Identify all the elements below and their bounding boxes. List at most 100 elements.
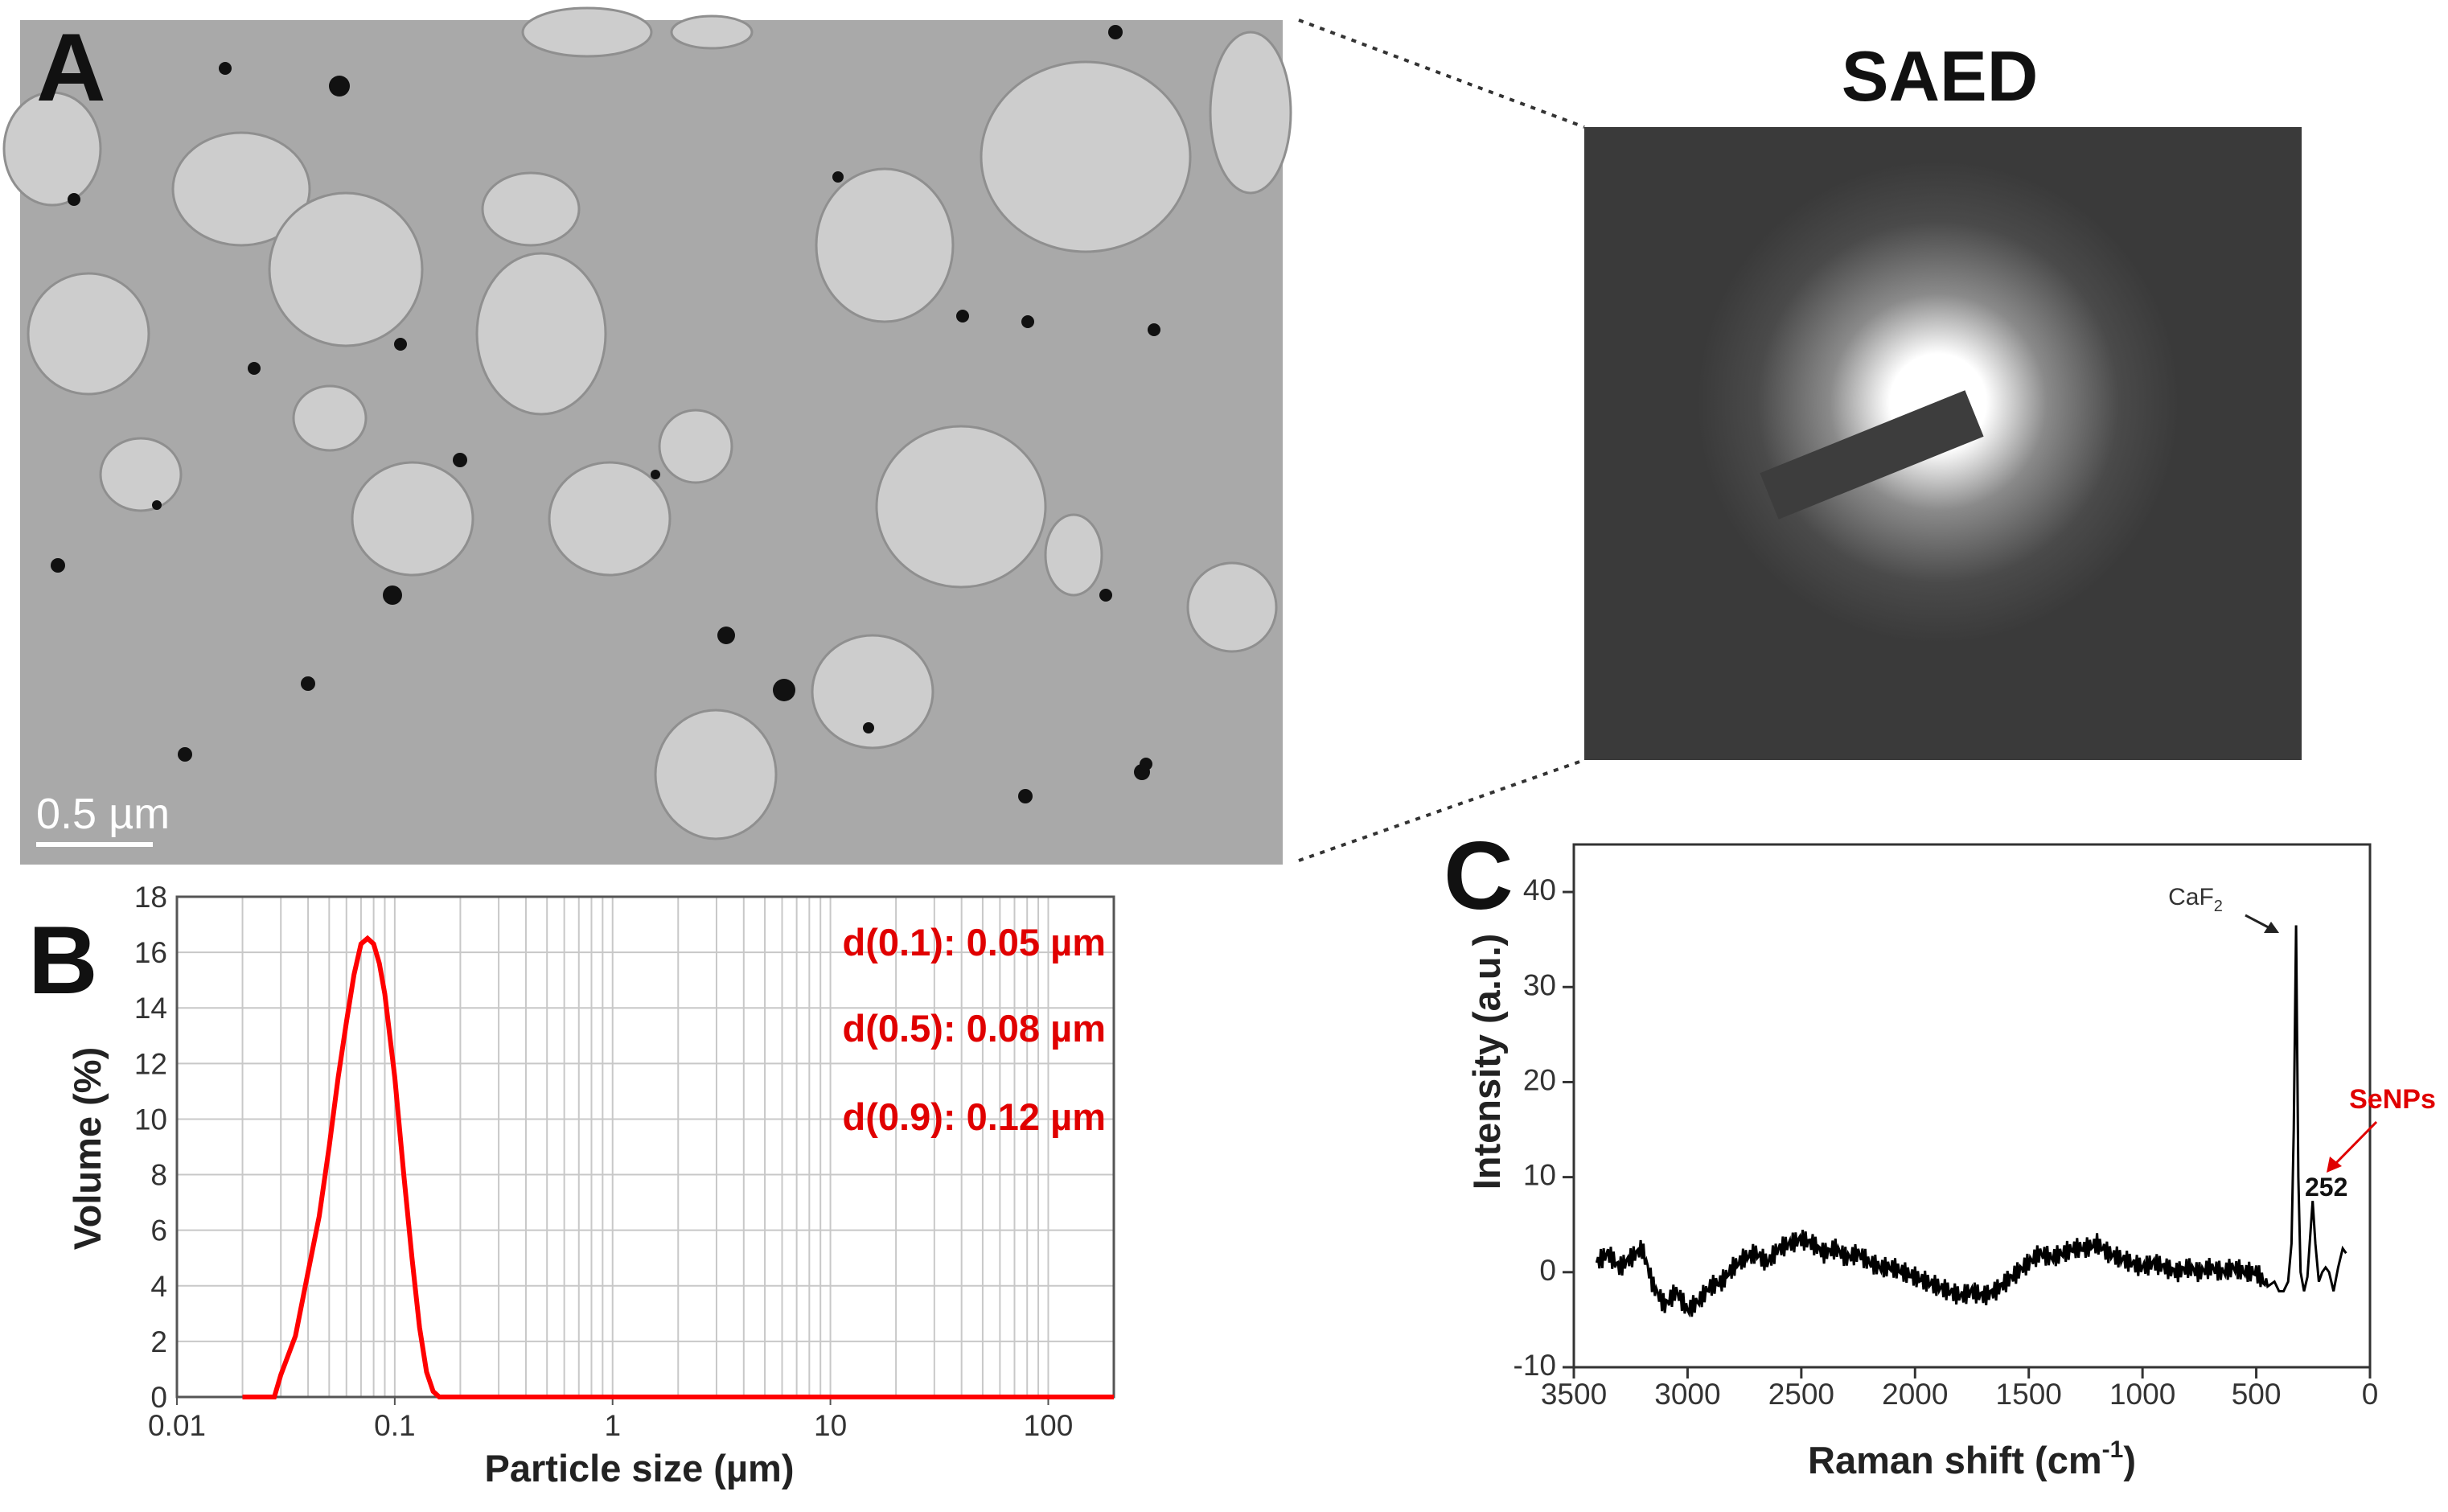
tem-particle	[773, 679, 795, 701]
chart-b-x-ticks: 0.01 0.1 1 10 100	[148, 1397, 1073, 1442]
y-tick-label: 2	[150, 1325, 167, 1358]
x-tick-label: 3000	[1654, 1378, 1720, 1411]
chart-b-annotation-d90: d(0.9): 0.12 µm	[843, 1095, 1106, 1138]
x-tick-label: 2500	[1768, 1378, 1834, 1411]
senps-label: SeNPs	[2349, 1084, 2436, 1115]
x-tick-label: 100	[1024, 1409, 1074, 1442]
chart-c-series-line	[1595, 925, 2347, 1318]
x-tick-label: 0	[2362, 1378, 2379, 1411]
y-tick-label: 12	[134, 1047, 167, 1080]
tem-hole	[811, 634, 934, 750]
tem-hole	[548, 461, 672, 577]
chart-b-annotation-d50: d(0.5): 0.08 µm	[843, 1007, 1106, 1050]
tem-hole	[670, 14, 754, 50]
tem-hole	[521, 6, 653, 58]
y-tick-label: 0	[150, 1381, 167, 1414]
x-tick-label: 3500	[1541, 1378, 1607, 1411]
tem-particle	[1099, 589, 1112, 602]
tem-hole	[27, 272, 150, 396]
tem-particle	[152, 500, 162, 510]
tem-hole	[875, 425, 1047, 589]
y-tick-label: 6	[150, 1214, 167, 1247]
tem-particle	[863, 722, 874, 733]
chart-b-grid	[177, 897, 1114, 1397]
tem-holes	[2, 6, 1292, 840]
x-tick-label: 10	[814, 1409, 847, 1442]
tem-particle	[51, 558, 65, 573]
tem-particle	[68, 193, 80, 206]
tem-micrograph-panel: A 0.5 µm	[2, 6, 1292, 865]
tem-hole	[99, 437, 183, 512]
chart-c-x-axis-title: Raman shift (cm-1)	[1808, 1436, 2136, 1481]
tem-hole	[1186, 561, 1278, 653]
tem-hole	[2, 91, 102, 207]
tem-particle	[1021, 315, 1034, 328]
y-tick-label: 4	[150, 1270, 167, 1303]
y-tick-label: 0	[1539, 1254, 1556, 1287]
tem-particle	[1108, 25, 1123, 39]
senps-arrow-head	[2327, 1157, 2342, 1173]
panel-c-letter: C	[1444, 822, 1514, 930]
tem-hole	[292, 384, 368, 452]
x-tick-label: 1000	[2109, 1378, 2175, 1411]
tem-particle	[717, 627, 735, 644]
chart-c-plot-area	[1572, 843, 2372, 1369]
chart-b-plot-area	[175, 895, 1115, 1399]
tem-particle	[248, 362, 261, 375]
y-tick-label: 16	[134, 936, 167, 969]
tem-particle	[453, 453, 467, 467]
tem-hole	[1209, 31, 1292, 195]
x-tick-label: 500	[2232, 1378, 2282, 1411]
y-tick-label: 14	[134, 992, 167, 1025]
connector-line-bottom	[1298, 758, 1585, 862]
raman-chart: C 3500 3000 2500 2000 1500 1000 500 0 -10 0 10 20 3…	[1444, 822, 2436, 1481]
chart-b-annotation-d10: d(0.1): 0.05 µm	[843, 921, 1106, 963]
senps-arrow	[2329, 1120, 2378, 1170]
tem-particle	[1148, 323, 1160, 336]
tem-hole	[171, 131, 311, 247]
tem-particle	[1018, 789, 1033, 803]
chart-b-y-axis-title: Volume (%)	[66, 1047, 109, 1250]
tem-hole	[1044, 513, 1103, 597]
panel-a-letter: A	[36, 14, 106, 121]
chart-c-x-ticks: 3500 3000 2500 2000 1500 1000 500 0	[1541, 1367, 2378, 1411]
tem-particle	[301, 676, 315, 691]
chart-b-y-ticks: 0 2 4 6 8 10 12 14 16 18	[134, 881, 167, 1414]
chart-b-x-axis-title: Particle size (µm)	[485, 1447, 795, 1489]
x-tick-label: 1500	[1996, 1378, 2062, 1411]
y-tick-label: 10	[1523, 1159, 1556, 1192]
y-tick-label: 8	[150, 1159, 167, 1192]
x-tick-label: 2000	[1882, 1378, 1948, 1411]
caf2-label: CaF2	[2168, 884, 2223, 915]
tem-hole	[351, 461, 474, 577]
connector-line-top	[1298, 18, 1585, 129]
tem-particle	[394, 338, 407, 351]
saed-panel: SAED	[1584, 36, 2302, 760]
tem-hole	[658, 409, 733, 484]
tem-hole	[481, 171, 581, 247]
tem-particle	[329, 76, 350, 97]
tem-particle	[383, 585, 402, 605]
y-tick-label: -10	[1514, 1349, 1556, 1382]
y-tick-label: 30	[1523, 968, 1556, 1001]
tem-hole	[475, 252, 607, 416]
caf2-arrow-head	[2264, 922, 2279, 933]
y-tick-label: 40	[1523, 873, 1556, 906]
tem-hole	[815, 167, 955, 323]
x-tick-label: 1	[604, 1409, 621, 1442]
tem-particle	[651, 470, 660, 479]
tem-particle	[956, 310, 969, 323]
y-tick-label: 10	[134, 1103, 167, 1136]
saed-title: SAED	[1842, 36, 2039, 116]
chart-c-y-axis-title: Intensity (a.u.)	[1465, 934, 1508, 1190]
tem-particle	[832, 171, 844, 183]
peak-label: 252	[2305, 1173, 2347, 1202]
panel-b-letter: B	[28, 906, 98, 1014]
scale-bar-label: 0.5 µm	[36, 790, 170, 838]
chart-b-series-line	[242, 935, 1114, 1399]
tem-hole	[268, 191, 424, 347]
y-tick-label: 18	[134, 881, 167, 914]
tem-particle	[219, 62, 232, 75]
tem-hole	[980, 60, 1192, 253]
